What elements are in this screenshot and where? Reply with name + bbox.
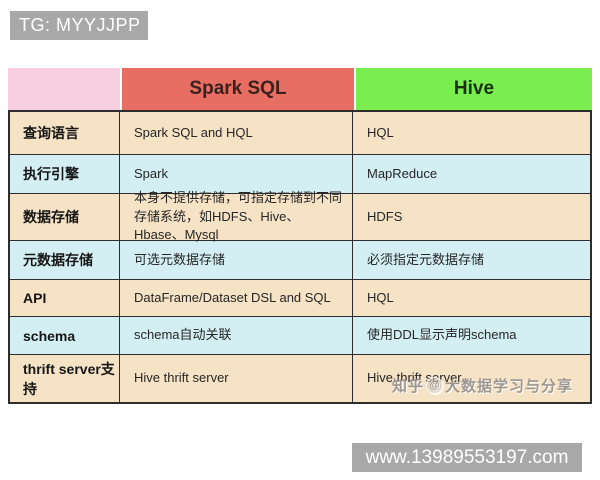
table-row: API DataFrame/Dataset DSL and SQL HQL	[10, 280, 590, 317]
hive-cell: HDFS	[367, 208, 403, 224]
table-row: schema schema自动关联 使用DDL显示声明schema	[10, 317, 590, 355]
spark-cell: 本身不提供存储，可指定存储到不同存储系统，如HDFS、Hive、Hbase、My…	[120, 190, 353, 242]
tg-badge: TG: MYYJJPP	[10, 11, 148, 40]
row-label-cell: 执行引擎	[10, 155, 120, 193]
url-badge-text: www.13989553197.com	[365, 446, 569, 468]
table-row: 执行引擎 Spark MapReduce	[10, 155, 590, 194]
spark-cell: Hive thrift server	[120, 355, 353, 402]
header-hive: Hive	[354, 68, 592, 110]
table-row: 查询语言 Spark SQL and HQL HQL	[10, 112, 590, 155]
header-empty-cell	[8, 68, 120, 110]
hive-cell: MapReduce	[367, 165, 438, 181]
spark-cell: 可选元数据存储	[120, 241, 353, 279]
row-label-cell: thrift server支持	[10, 355, 120, 402]
hive-cell: 必须指定元数据存储	[367, 251, 485, 267]
table-body: 查询语言 Spark SQL and HQL HQL 执行引擎 Spark Ma…	[8, 110, 592, 404]
spark-cell: schema自动关联	[120, 317, 353, 354]
row-label-cell: schema	[10, 317, 120, 354]
row-label-cell: 元数据存储	[10, 241, 120, 279]
hive-cell: HQL	[367, 124, 394, 140]
hive-cell: HQL	[367, 289, 394, 305]
table-header-row: Spark SQL Hive	[8, 68, 592, 110]
spark-cell: DataFrame/Dataset DSL and SQL	[120, 280, 353, 316]
hive-cell: 使用DDL显示声明schema	[367, 327, 517, 343]
row-label-cell: 数据存储	[10, 194, 120, 240]
spark-cell: Spark SQL and HQL	[120, 112, 353, 154]
table-row: thrift server支持 Hive thrift server Hive …	[10, 355, 590, 402]
table-row: 元数据存储 可选元数据存储 必须指定元数据存储	[10, 241, 590, 280]
row-label-cell: 查询语言	[10, 112, 120, 154]
url-badge: www.13989553197.com	[352, 443, 582, 472]
tg-badge-text: TG: MYYJJPP	[19, 15, 141, 35]
spark-vs-hive-table: Spark SQL Hive 查询语言 Spark SQL and HQL HQ…	[8, 68, 592, 404]
hive-cell: Hive thrift server	[367, 370, 462, 386]
row-label-cell: API	[10, 280, 120, 316]
table-row: 数据存储 本身不提供存储，可指定存储到不同存储系统，如HDFS、Hive、Hba…	[10, 190, 590, 242]
spark-cell: Spark	[120, 155, 353, 193]
header-spark-sql: Spark SQL	[120, 68, 354, 110]
